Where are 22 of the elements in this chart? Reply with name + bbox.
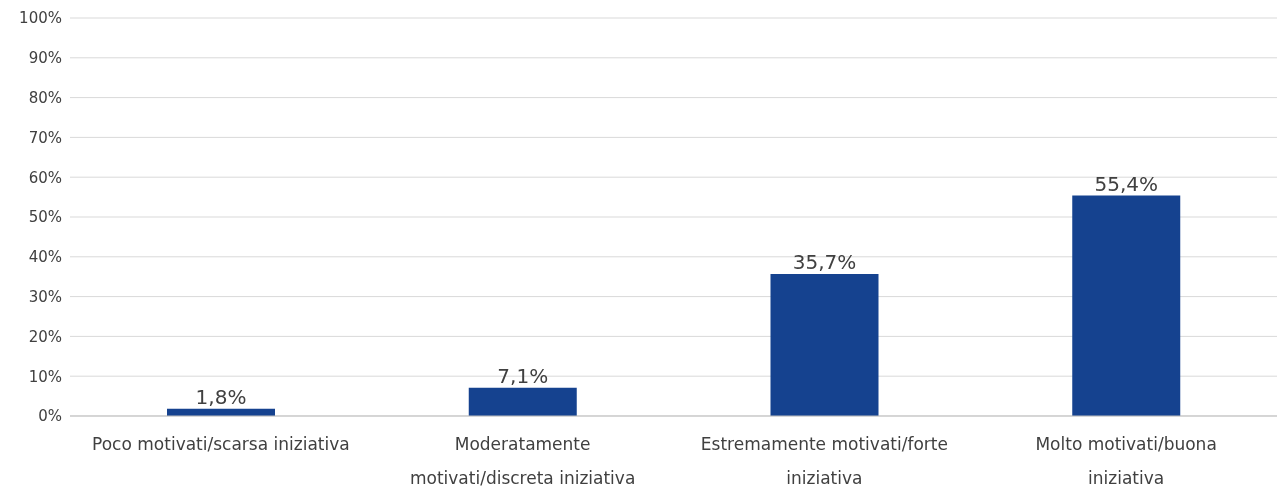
x-tick-label: Estremamente motivati/forte iniziativa [700, 434, 948, 488]
bar [1072, 195, 1181, 416]
bar [770, 273, 879, 416]
y-tick-label: 30% [28, 287, 62, 306]
x-tick-label: Molto motivati/buona iniziativa [1035, 434, 1217, 488]
y-tick-label: 80% [28, 88, 62, 107]
data-label: 7,1% [497, 363, 549, 388]
y-tick-label: 60% [28, 168, 62, 187]
y-tick-label: 90% [28, 49, 62, 68]
x-tick-label: Moderatamente motivati/discreta iniziativa [409, 434, 636, 488]
data-label: 35,7% [792, 249, 857, 274]
x-tick-label: Poco motivati/scarsa iniziativa [92, 434, 350, 454]
y-tick-label: 50% [28, 208, 62, 227]
y-tick-label: 20% [28, 327, 62, 346]
data-label: 55,4% [1094, 171, 1159, 196]
data-label: 1,8% [195, 384, 247, 409]
bar [468, 387, 577, 416]
y-tick-label: 100% [19, 9, 62, 28]
y-tick-label: 10% [28, 367, 62, 386]
y-tick-label: 40% [28, 248, 62, 267]
y-tick-label: 70% [28, 128, 62, 147]
y-tick-label: 0% [38, 407, 62, 426]
